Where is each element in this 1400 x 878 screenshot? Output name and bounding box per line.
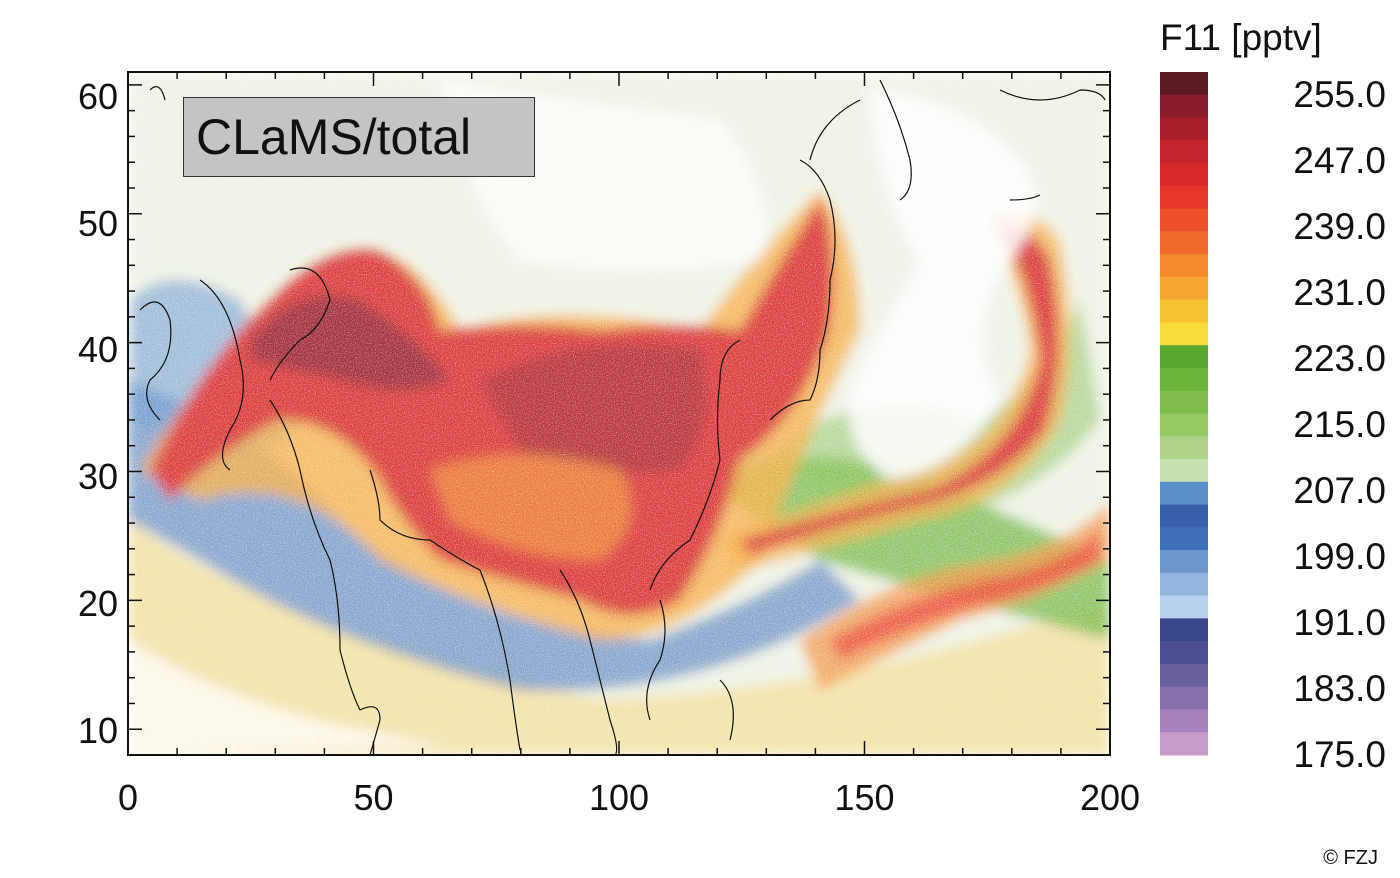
colorbar-segment [1160, 436, 1208, 460]
colorbar-tick-label: 215.0 [1293, 404, 1386, 445]
colorbar-segment [1160, 140, 1208, 164]
colorbar-segment [1160, 390, 1208, 414]
colorbar-segment [1160, 732, 1208, 756]
colorbar-segment [1160, 322, 1208, 346]
colorbar-title: F11 [pptv] [1160, 17, 1322, 58]
y-tick-label: 50 [78, 203, 118, 244]
x-tick-label: 150 [834, 777, 894, 818]
x-axis: 0 50 100 150 200 [118, 777, 1140, 818]
colorbar-segment [1160, 595, 1208, 619]
copyright-credit: © FZJ [1323, 847, 1378, 869]
colorbar-segment [1160, 663, 1208, 688]
x-tick-label: 200 [1080, 777, 1140, 818]
y-tick-label: 20 [78, 583, 118, 624]
y-tick-label: 10 [78, 710, 118, 751]
y-tick-label: 40 [78, 329, 118, 370]
colorbar-segment [1160, 185, 1208, 210]
y-axis: 10 20 30 40 50 60 [78, 76, 118, 751]
colorbar-tick-label: 175.0 [1293, 734, 1386, 775]
colorbar-segment [1160, 276, 1208, 301]
colorbar-segment [1160, 117, 1208, 141]
colorbar-tick-label: 199.0 [1293, 536, 1386, 577]
colorbar-segment [1160, 345, 1208, 369]
colorbar-segment [1160, 231, 1208, 255]
colorbar-segment [1160, 572, 1208, 597]
colorbar-segment [1160, 299, 1208, 323]
colorbar-segment [1160, 709, 1208, 733]
colorbar-tick-label: 207.0 [1293, 470, 1386, 511]
colorbar-segment [1160, 459, 1208, 483]
colorbar-segment [1160, 686, 1208, 710]
colorbar-segment [1160, 72, 1208, 96]
colorbar [1160, 72, 1208, 756]
colorbar-ticks: 255.0 247.0 239.0 231.0 223.0 215.0 207.… [1293, 74, 1386, 775]
tracer-field [128, 72, 1110, 755]
colorbar-tick-label: 183.0 [1293, 668, 1386, 709]
x-tick-label: 100 [589, 777, 649, 818]
colorbar-segment [1160, 481, 1208, 506]
colorbar-tick-label: 223.0 [1293, 338, 1386, 379]
panel-label: CLaMS/total [183, 97, 535, 177]
colorbar-segment [1160, 163, 1208, 187]
colorbar-segment [1160, 641, 1208, 665]
colorbar-segment [1160, 527, 1208, 551]
colorbar-segment [1160, 550, 1208, 574]
y-tick-label: 60 [78, 76, 118, 117]
x-tick-label: 0 [118, 777, 138, 818]
colorbar-segment [1160, 208, 1208, 232]
colorbar-segment [1160, 254, 1208, 278]
colorbar-segment [1160, 413, 1208, 437]
x-tick-label: 50 [353, 777, 393, 818]
coastlines [139, 79, 1106, 755]
axis-ticks [127, 72, 1111, 755]
colorbar-tick-label: 239.0 [1293, 206, 1386, 247]
colorbar-tick-label: 247.0 [1293, 140, 1386, 181]
colorbar-tick-label: 255.0 [1293, 74, 1386, 115]
colorbar-segment [1160, 504, 1208, 528]
colorbar-tick-label: 231.0 [1293, 272, 1386, 313]
colorbar-segment [1160, 618, 1208, 642]
colorbar-tick-label: 191.0 [1293, 602, 1386, 643]
colorbar-segment [1160, 94, 1208, 119]
colorbar-segment [1160, 367, 1208, 392]
y-tick-label: 30 [78, 456, 118, 497]
